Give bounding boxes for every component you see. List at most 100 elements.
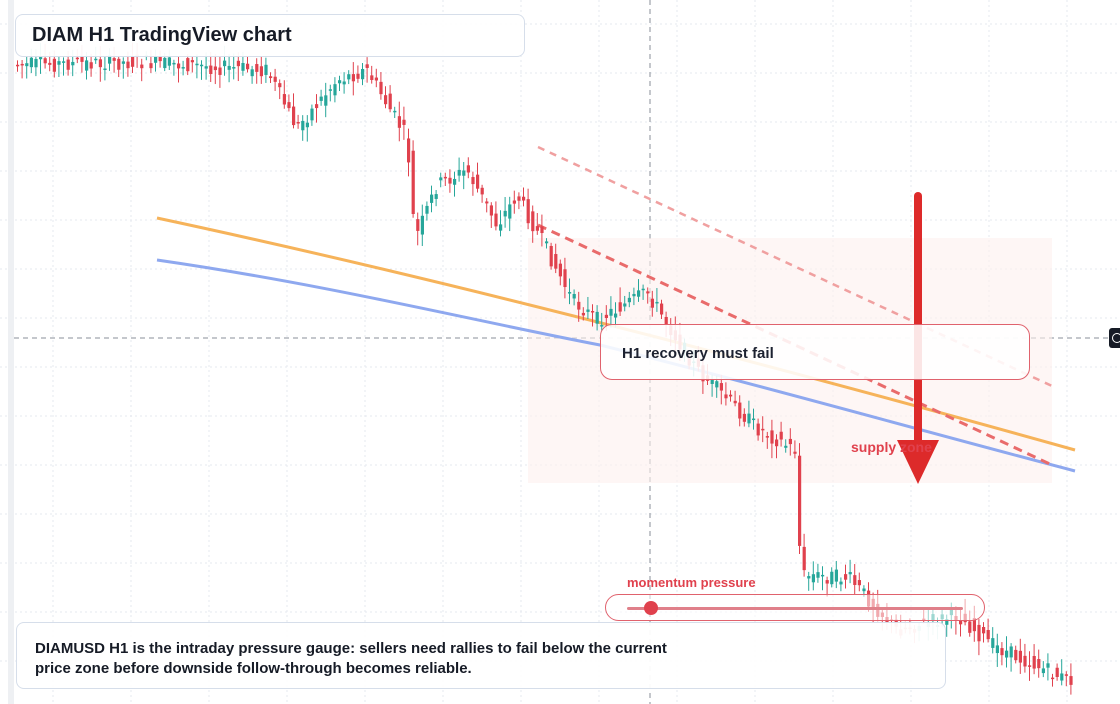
candle bbox=[1046, 663, 1050, 668]
candle bbox=[719, 383, 723, 391]
candle bbox=[1051, 677, 1055, 680]
candle bbox=[568, 292, 572, 294]
candle bbox=[632, 293, 636, 297]
candle bbox=[195, 63, 199, 66]
candle bbox=[664, 316, 668, 325]
candle bbox=[752, 418, 756, 421]
candle bbox=[347, 74, 351, 80]
candle bbox=[43, 58, 47, 64]
candle bbox=[140, 64, 144, 69]
candle bbox=[830, 571, 834, 585]
candle bbox=[310, 108, 314, 121]
candle bbox=[29, 57, 33, 68]
candle bbox=[131, 56, 135, 67]
candle bbox=[236, 60, 240, 67]
candle bbox=[34, 58, 38, 68]
candle bbox=[241, 62, 245, 71]
caption-line-1: DIAMUSD H1 is the intraday pressure gaug… bbox=[35, 640, 667, 657]
candle bbox=[554, 254, 558, 269]
candle bbox=[338, 80, 342, 84]
candle bbox=[154, 55, 158, 63]
candle bbox=[747, 413, 751, 424]
candle bbox=[209, 65, 213, 75]
candle bbox=[315, 104, 319, 109]
candle bbox=[16, 64, 20, 67]
candle bbox=[85, 60, 89, 71]
candle bbox=[94, 58, 98, 61]
candle bbox=[798, 455, 802, 546]
candle bbox=[499, 224, 503, 231]
candle bbox=[448, 177, 452, 184]
candle bbox=[972, 618, 976, 632]
caption-line-2: price zone before downside follow-throug… bbox=[35, 660, 472, 677]
candle bbox=[89, 62, 93, 69]
candle bbox=[531, 211, 535, 232]
candle bbox=[213, 66, 217, 71]
price-scale-marker-icon[interactable] bbox=[1109, 328, 1120, 348]
candle bbox=[577, 301, 581, 310]
candle bbox=[729, 394, 733, 397]
candle bbox=[416, 219, 420, 231]
candle bbox=[259, 66, 263, 77]
candle bbox=[586, 309, 590, 312]
candle bbox=[742, 413, 746, 422]
candle bbox=[80, 56, 84, 62]
candle bbox=[540, 226, 544, 234]
candle bbox=[637, 290, 641, 297]
candle bbox=[439, 177, 443, 181]
candle bbox=[246, 63, 250, 70]
candle bbox=[351, 74, 355, 82]
candle bbox=[149, 63, 153, 69]
candle bbox=[811, 574, 815, 583]
candle bbox=[710, 379, 714, 384]
candle bbox=[761, 428, 765, 431]
candle bbox=[522, 196, 526, 201]
candle bbox=[489, 205, 493, 216]
candle bbox=[471, 177, 475, 185]
candle bbox=[623, 303, 627, 307]
chart-title: DIAM H1 TradingView chart bbox=[15, 14, 525, 57]
candle bbox=[770, 430, 774, 444]
candle bbox=[278, 83, 282, 88]
candle bbox=[126, 61, 130, 69]
candle bbox=[361, 68, 365, 80]
candle bbox=[296, 122, 300, 124]
candle bbox=[535, 226, 539, 231]
candle bbox=[765, 436, 769, 438]
candle bbox=[724, 394, 728, 399]
candle bbox=[356, 73, 360, 79]
candle bbox=[848, 572, 852, 575]
candle bbox=[600, 325, 604, 327]
candle bbox=[1000, 648, 1004, 656]
candle bbox=[609, 308, 613, 316]
candle bbox=[227, 65, 231, 70]
candle bbox=[333, 84, 337, 96]
candle bbox=[411, 150, 415, 215]
candle bbox=[20, 63, 24, 66]
candle bbox=[995, 645, 999, 654]
candle bbox=[503, 210, 507, 217]
candle bbox=[328, 89, 332, 91]
candle bbox=[775, 439, 779, 447]
candle bbox=[1064, 674, 1068, 676]
candle bbox=[807, 576, 811, 579]
candle bbox=[816, 572, 820, 578]
candle bbox=[549, 245, 553, 267]
chart-overlays bbox=[897, 192, 939, 484]
candle bbox=[264, 64, 268, 75]
candle bbox=[52, 58, 56, 72]
candle bbox=[821, 574, 825, 577]
candle bbox=[572, 293, 576, 299]
candle bbox=[98, 59, 102, 68]
candle bbox=[223, 60, 227, 67]
candle bbox=[342, 81, 346, 85]
candle bbox=[204, 66, 208, 69]
candle bbox=[857, 580, 861, 586]
candle bbox=[738, 402, 742, 419]
candle bbox=[793, 451, 797, 454]
candle bbox=[1028, 665, 1032, 667]
candle bbox=[558, 263, 562, 277]
candle bbox=[784, 445, 788, 448]
candle bbox=[756, 423, 760, 436]
candle bbox=[825, 580, 829, 584]
